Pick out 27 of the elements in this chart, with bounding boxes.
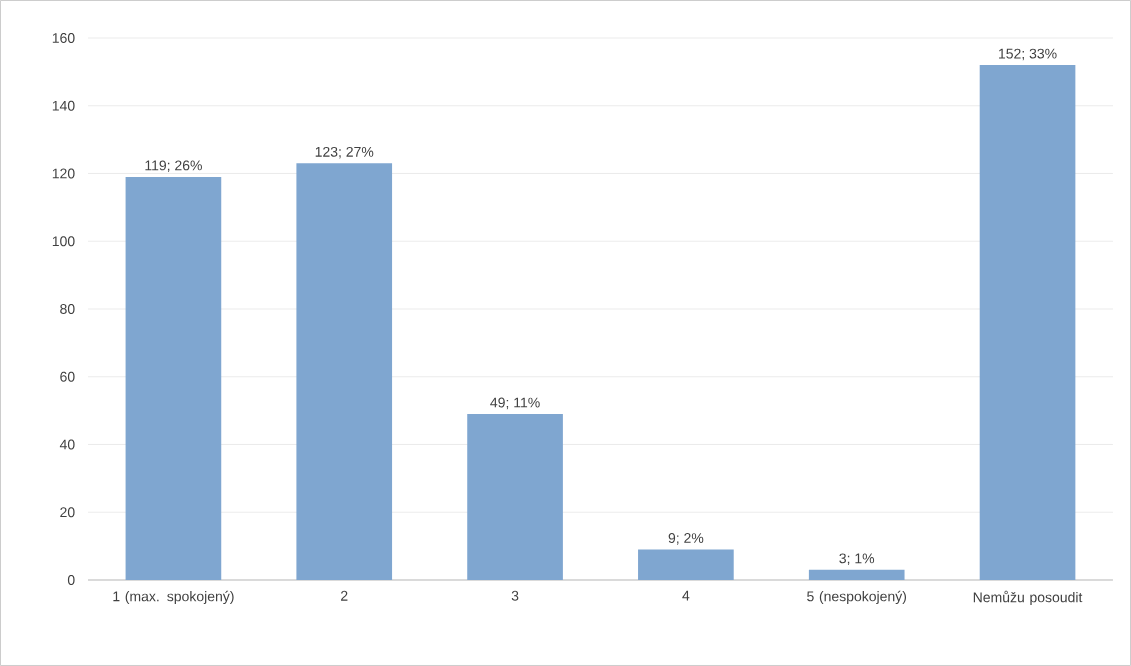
bar [296,163,393,580]
data-label: 3; 1% [839,553,875,565]
y-tick-label: 60 [60,371,75,382]
x-tick-label: Nemůžu posoudit [973,590,1083,606]
x-tick-label: 2 [341,590,348,601]
y-tick-label: 0 [67,575,75,585]
x-tick-label: 5 (nespokojený) [807,590,907,605]
y-tick-label: 160 [52,33,75,43]
bar [979,65,1076,580]
data-label: 123; 27% [315,146,374,159]
data-label: 152; 33% [999,48,1057,61]
data-label: 49; 11% [490,397,540,410]
x-tick-label: 4 [682,590,690,601]
y-tick-label: 140 [52,100,75,111]
y-tick-label: 120 [52,168,75,179]
y-tick-label: 20 [60,507,75,518]
bar [467,414,563,580]
x-tick-label: 3 [511,590,519,601]
data-label: 119; 26% [145,160,202,173]
x-tick-label: 1 (max. spokojený) [113,590,234,605]
y-tick-label: 40 [59,439,75,450]
y-tick-label: 100 [52,236,75,247]
bar [638,549,734,580]
bar [808,569,905,580]
y-tick-label: 80 [60,304,75,314]
bar [125,176,222,580]
data-label: 9; 2% [668,533,704,545]
